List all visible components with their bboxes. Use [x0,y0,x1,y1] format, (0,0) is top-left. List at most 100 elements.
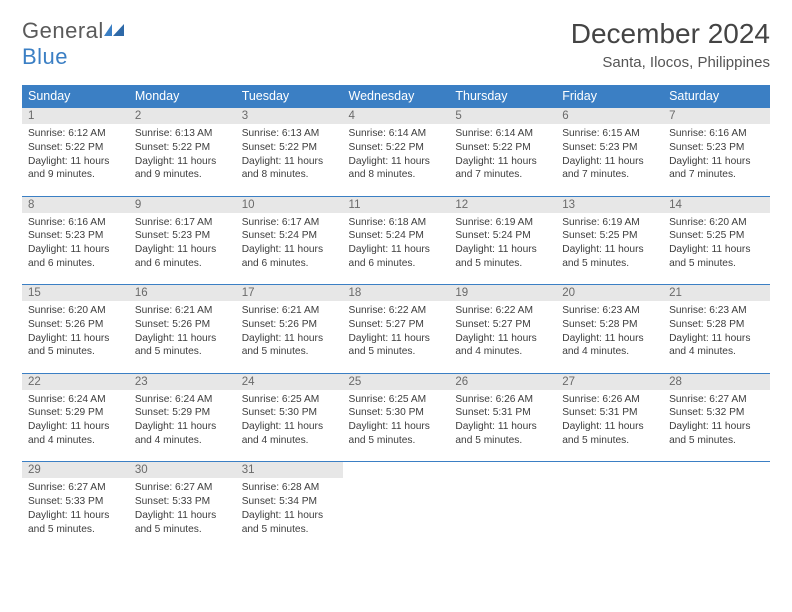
sunset-text: Sunset: 5:33 PM [28,495,123,509]
sunrise-text: Sunrise: 6:19 AM [455,216,550,230]
dayheader-sunday: Sunday [22,85,129,108]
daylight-text: Daylight: 11 hours and 5 minutes. [28,509,123,537]
date-number: 8 [22,197,129,213]
day-details: Sunrise: 6:17 AMSunset: 5:24 PMDaylight:… [236,213,343,279]
date-number: 24 [236,374,343,390]
day-details: Sunrise: 6:26 AMSunset: 5:31 PMDaylight:… [556,390,663,456]
daylight-text: Daylight: 11 hours and 5 minutes. [455,243,550,271]
sunset-text: Sunset: 5:29 PM [28,406,123,420]
day-details: Sunrise: 6:17 AMSunset: 5:23 PMDaylight:… [129,213,236,279]
sunrise-text: Sunrise: 6:19 AM [562,216,657,230]
sunrise-text: Sunrise: 6:23 AM [669,304,764,318]
day-cell: 11Sunrise: 6:18 AMSunset: 5:24 PMDayligh… [343,196,450,279]
daylight-text: Daylight: 11 hours and 5 minutes. [669,420,764,448]
day-details: Sunrise: 6:25 AMSunset: 5:30 PMDaylight:… [343,390,450,456]
date-number: 21 [663,285,770,301]
daylight-text: Daylight: 11 hours and 4 minutes. [562,332,657,360]
dayheader-wednesday: Wednesday [343,85,450,108]
date-number: 9 [129,197,236,213]
day-details: Sunrise: 6:14 AMSunset: 5:22 PMDaylight:… [449,124,556,190]
sunrise-text: Sunrise: 6:13 AM [242,127,337,141]
date-number: 12 [449,197,556,213]
sunrise-text: Sunrise: 6:26 AM [455,393,550,407]
sunrise-text: Sunrise: 6:20 AM [28,304,123,318]
day-cell: 26Sunrise: 6:26 AMSunset: 5:31 PMDayligh… [449,373,556,456]
sunset-text: Sunset: 5:23 PM [562,141,657,155]
day-cell: 20Sunrise: 6:23 AMSunset: 5:28 PMDayligh… [556,285,663,368]
sunrise-text: Sunrise: 6:27 AM [135,481,230,495]
sunset-text: Sunset: 5:23 PM [135,229,230,243]
date-number: 13 [556,197,663,213]
sunrise-text: Sunrise: 6:28 AM [242,481,337,495]
date-number: 27 [556,374,663,390]
daylight-text: Daylight: 11 hours and 5 minutes. [242,509,337,537]
sunset-text: Sunset: 5:23 PM [28,229,123,243]
sunrise-text: Sunrise: 6:14 AM [455,127,550,141]
sunrise-text: Sunrise: 6:22 AM [455,304,550,318]
sunset-text: Sunset: 5:22 PM [242,141,337,155]
day-cell: 28Sunrise: 6:27 AMSunset: 5:32 PMDayligh… [663,373,770,456]
day-details: Sunrise: 6:19 AMSunset: 5:25 PMDaylight:… [556,213,663,279]
day-cell: 13Sunrise: 6:19 AMSunset: 5:25 PMDayligh… [556,196,663,279]
daylight-text: Daylight: 11 hours and 5 minutes. [242,332,337,360]
sunset-text: Sunset: 5:27 PM [349,318,444,332]
daylight-text: Daylight: 11 hours and 5 minutes. [349,420,444,448]
sunset-text: Sunset: 5:23 PM [669,141,764,155]
sunrise-text: Sunrise: 6:24 AM [135,393,230,407]
logo: General Blue [22,18,126,70]
daylight-text: Daylight: 11 hours and 5 minutes. [28,332,123,360]
sunset-text: Sunset: 5:34 PM [242,495,337,509]
daylight-text: Daylight: 11 hours and 4 minutes. [242,420,337,448]
day-cell: 6Sunrise: 6:15 AMSunset: 5:23 PMDaylight… [556,108,663,191]
date-number: 4 [343,108,450,124]
calendar-table: SundayMondayTuesdayWednesdayThursdayFrid… [22,85,770,544]
daylight-text: Daylight: 11 hours and 5 minutes. [455,420,550,448]
day-cell: 4Sunrise: 6:14 AMSunset: 5:22 PMDaylight… [343,108,450,191]
daylight-text: Daylight: 11 hours and 8 minutes. [242,155,337,183]
day-cell: 7Sunrise: 6:16 AMSunset: 5:23 PMDaylight… [663,108,770,191]
day-details: Sunrise: 6:27 AMSunset: 5:33 PMDaylight:… [22,478,129,544]
sunrise-text: Sunrise: 6:16 AM [28,216,123,230]
day-details: Sunrise: 6:28 AMSunset: 5:34 PMDaylight:… [236,478,343,544]
sunset-text: Sunset: 5:22 PM [349,141,444,155]
page-title: December 2024 [571,18,770,50]
daylight-text: Daylight: 11 hours and 5 minutes. [349,332,444,360]
date-number: 10 [236,197,343,213]
day-details: Sunrise: 6:19 AMSunset: 5:24 PMDaylight:… [449,213,556,279]
day-cell: .. [663,462,770,545]
sunset-text: Sunset: 5:22 PM [28,141,123,155]
sunset-text: Sunset: 5:24 PM [242,229,337,243]
day-cell: 10Sunrise: 6:17 AMSunset: 5:24 PMDayligh… [236,196,343,279]
sunset-text: Sunset: 5:30 PM [349,406,444,420]
sunset-text: Sunset: 5:30 PM [242,406,337,420]
day-cell: .. [343,462,450,545]
day-cell: 18Sunrise: 6:22 AMSunset: 5:27 PMDayligh… [343,285,450,368]
day-cell: 8 Sunrise: 6:16 AMSunset: 5:23 PMDaylight… [22,196,129,279]
sunrise-text: Sunrise: 6:25 AM [349,393,444,407]
day-details: Sunrise: 6:15 AMSunset: 5:23 PMDaylight:… [556,124,663,190]
day-details: Sunrise: 6:26 AMSunset: 5:31 PMDaylight:… [449,390,556,456]
sunrise-text: Sunrise: 6:22 AM [349,304,444,318]
date-number: 11 [343,197,450,213]
daylight-text: Daylight: 11 hours and 7 minutes. [455,155,550,183]
sunrise-text: Sunrise: 6:13 AM [135,127,230,141]
dayheader-row: SundayMondayTuesdayWednesdayThursdayFrid… [22,85,770,108]
daylight-text: Daylight: 11 hours and 6 minutes. [28,243,123,271]
date-number: 26 [449,374,556,390]
sunset-text: Sunset: 5:29 PM [135,406,230,420]
sunrise-text: Sunrise: 6:27 AM [28,481,123,495]
day-cell: 31Sunrise: 6:28 AMSunset: 5:34 PMDayligh… [236,462,343,545]
sunset-text: Sunset: 5:26 PM [242,318,337,332]
day-cell: 24Sunrise: 6:25 AMSunset: 5:30 PMDayligh… [236,373,343,456]
day-cell: .. [449,462,556,545]
week-row: 15Sunrise: 6:20 AMSunset: 5:26 PMDayligh… [22,285,770,368]
sunset-text: Sunset: 5:32 PM [669,406,764,420]
day-cell: 12Sunrise: 6:19 AMSunset: 5:24 PMDayligh… [449,196,556,279]
day-cell: 30Sunrise: 6:27 AMSunset: 5:33 PMDayligh… [129,462,236,545]
date-number: 17 [236,285,343,301]
week-row: 8Sunrise: 6:16 AMSunset: 5:23 PMDaylight… [22,196,770,279]
sunrise-text: Sunrise: 6:27 AM [669,393,764,407]
sunset-text: Sunset: 5:24 PM [455,229,550,243]
daylight-text: Daylight: 11 hours and 9 minutes. [28,155,123,183]
daylight-text: Daylight: 11 hours and 8 minutes. [349,155,444,183]
